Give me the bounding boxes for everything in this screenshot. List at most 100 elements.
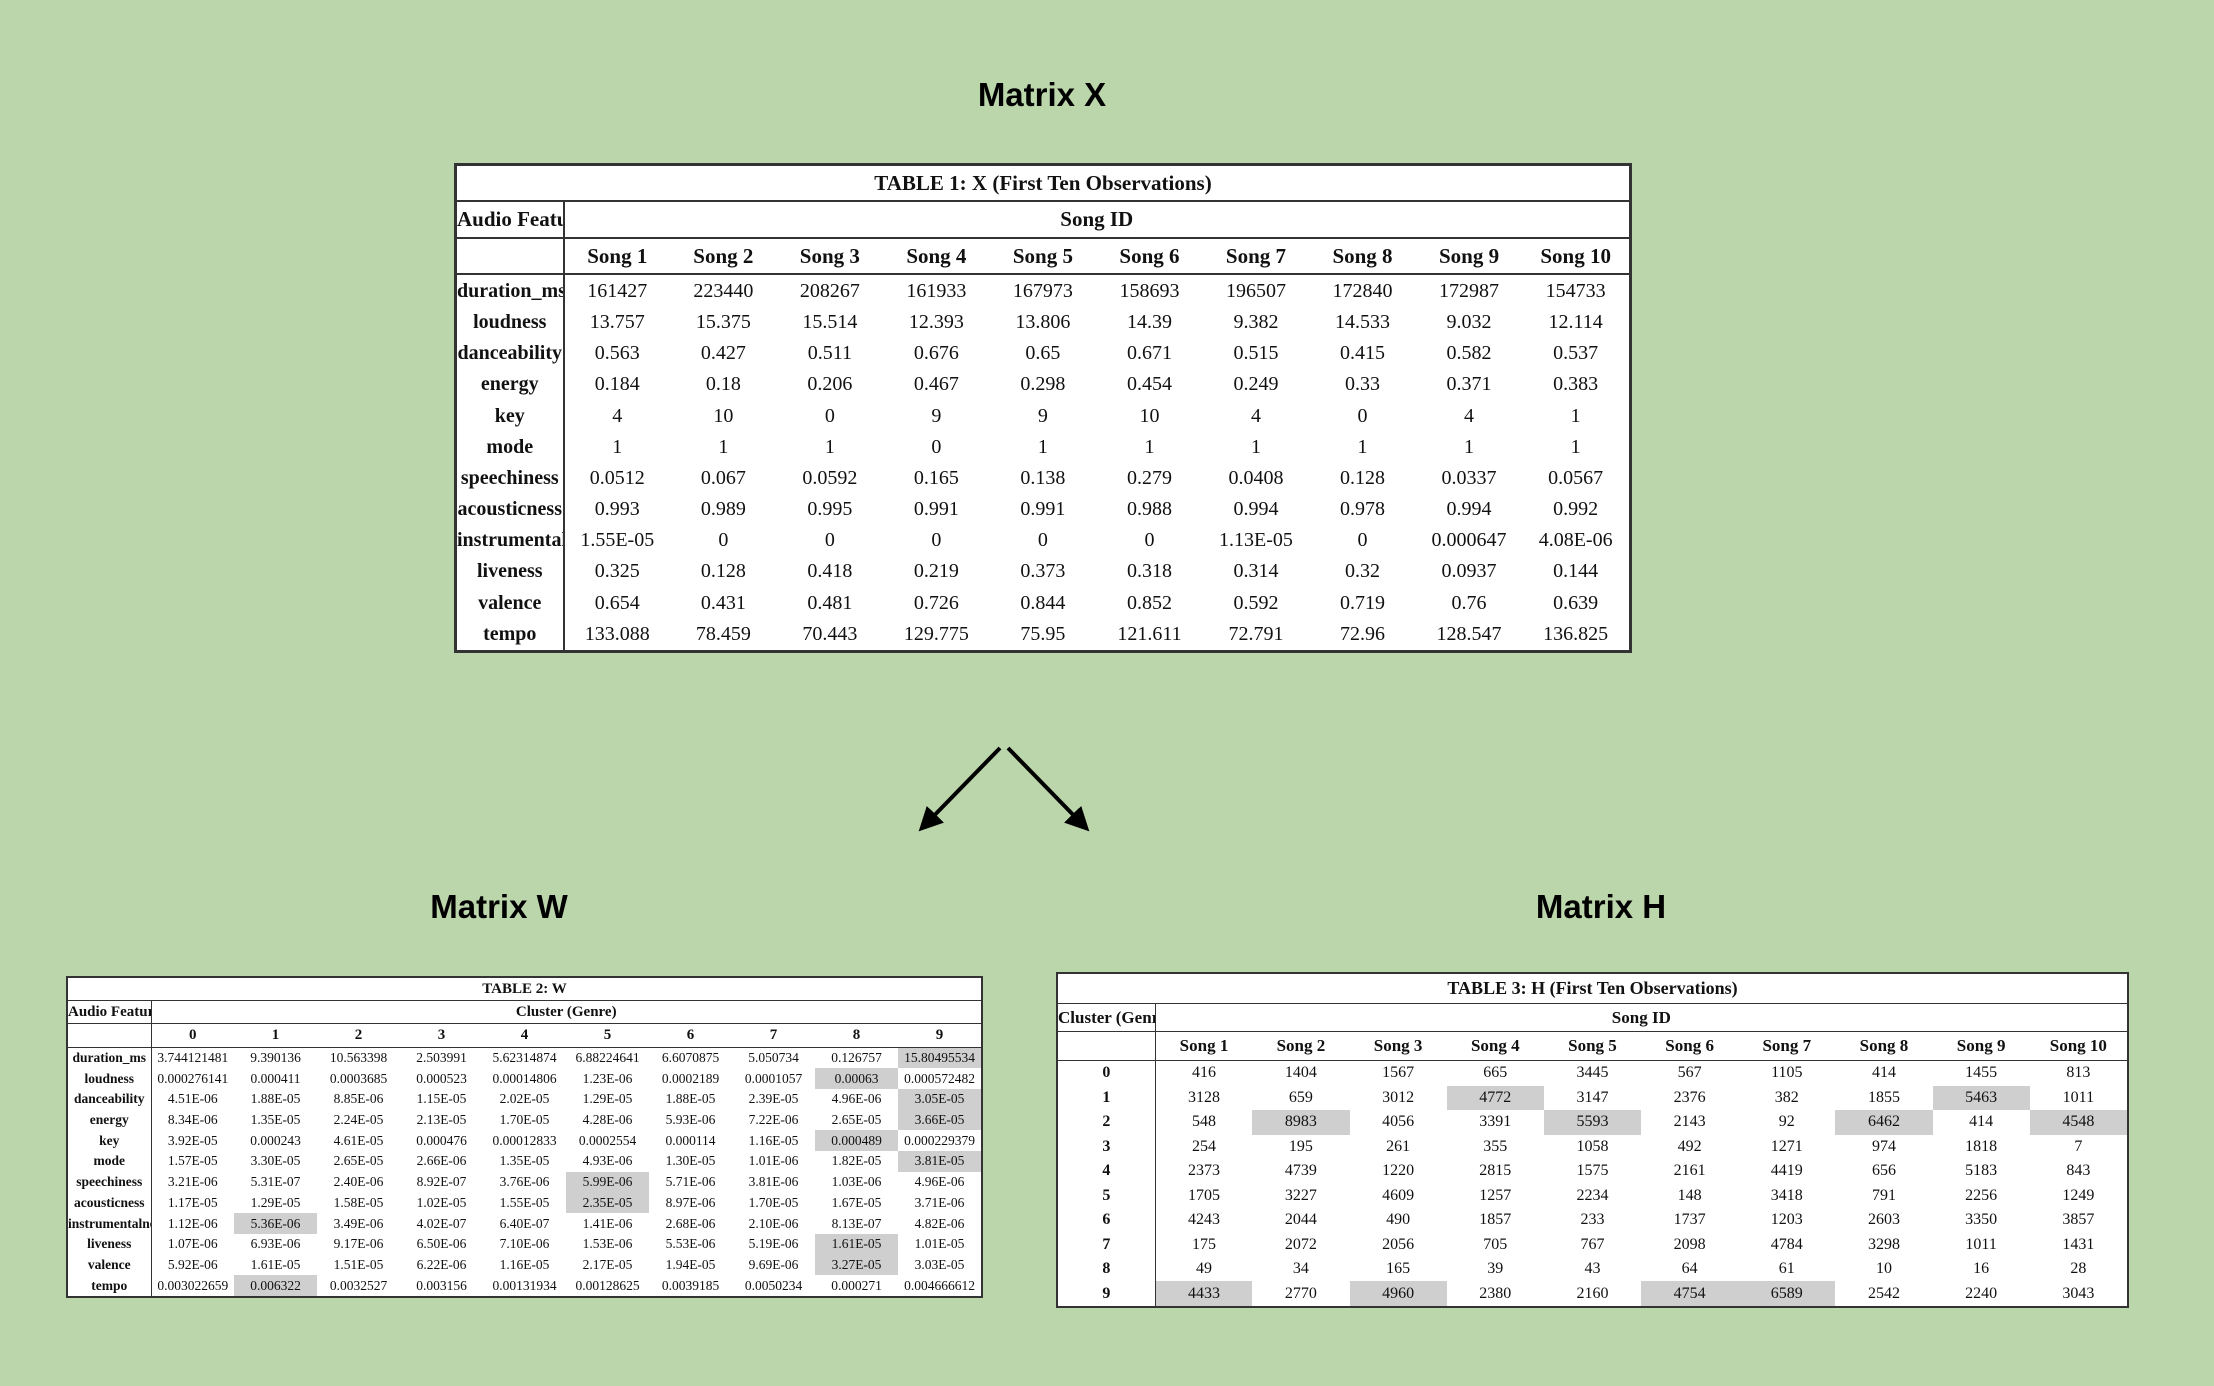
table-cell: 1.02E-05 xyxy=(416,1194,467,1210)
table-cell: 0 xyxy=(1357,404,1368,427)
table-cell: 14.533 xyxy=(1335,311,1391,334)
table-cell: 813 xyxy=(2066,1064,2091,1082)
table-cell: 2.35E-05 xyxy=(566,1192,649,1214)
table-cell: 7.10E-06 xyxy=(499,1236,550,1252)
table-cell: 13.806 xyxy=(1015,311,1071,334)
table-cell: 0.0003685 xyxy=(329,1070,388,1086)
table-cell: 2.02E-05 xyxy=(499,1091,550,1107)
table-cell: 1011 xyxy=(1965,1235,1997,1253)
table-cell: 3.27E-05 xyxy=(815,1254,898,1276)
table-cell: 656 xyxy=(1871,1162,1896,1180)
table-cell: 3012 xyxy=(1382,1088,1415,1106)
row-label: danceability xyxy=(457,338,565,370)
table-cell: 843 xyxy=(2066,1162,2091,1180)
table-cell: 2380 xyxy=(1479,1284,1512,1302)
row-label: mode xyxy=(457,431,565,463)
table-cell: 1404 xyxy=(1284,1064,1317,1082)
table-cell: 1.15E-05 xyxy=(416,1091,467,1107)
table-row: danceability 4.51E-06 1.88E-05 8.85E-06 1.15… xyxy=(68,1089,981,1110)
table-cell: 0.991 xyxy=(1020,498,1066,521)
table-row: mode 1.57E-05 3.30E-05 2.65E-05 2.66E-06 1.35… xyxy=(68,1151,981,1172)
table-cell: 1.35E-05 xyxy=(250,1112,301,1128)
table-cell: 4 xyxy=(1250,404,1261,427)
table-cell: 61 xyxy=(1778,1260,1795,1278)
table-cell: 8.13E-07 xyxy=(831,1215,882,1231)
table-row: danceability 0.563 0.427 0.511 0.676 0.65 0.67… xyxy=(457,338,1629,370)
table-cell: 1.30E-05 xyxy=(665,1153,716,1169)
table-cell: 0.126757 xyxy=(831,1050,882,1066)
table-cell: 0.000411 xyxy=(250,1070,301,1086)
row-label: instrumentalness xyxy=(457,525,565,557)
table-cell: 4433 xyxy=(1155,1281,1253,1306)
table-cell: 0.0337 xyxy=(1441,466,1497,489)
table-cell: 10 xyxy=(1875,1260,1892,1278)
table-cell: 2373 xyxy=(1188,1162,1220,1180)
row-label: 2 xyxy=(1058,1110,1156,1135)
table-cell: 6.88224641 xyxy=(575,1050,640,1066)
table-cell: 4.28E-06 xyxy=(582,1112,633,1128)
table-h: TABLE 3: H (First Ten Observations) Clust… xyxy=(1056,972,2129,1308)
table-cell: 0.844 xyxy=(1020,591,1066,614)
table-cell: 0.000229379 xyxy=(904,1132,975,1148)
table-cell: 9.382 xyxy=(1233,311,1279,334)
table-cell: 8.34E-06 xyxy=(167,1112,218,1128)
table-row: acousticness 1.17E-05 1.29E-05 1.58E-05 1.02… xyxy=(68,1192,981,1214)
table-cell: 10.563398 xyxy=(329,1050,388,1066)
table-cell: 0.000476 xyxy=(416,1132,467,1148)
table-cell: 0.0050234 xyxy=(744,1277,803,1293)
table-cell: 0.639 xyxy=(1553,591,1599,614)
table-cell: 791 xyxy=(1871,1186,1896,1204)
table-cell: 1.16E-05 xyxy=(499,1256,550,1272)
table-cell: 6.22E-06 xyxy=(416,1256,467,1272)
table-cell: 1 xyxy=(1357,435,1368,458)
table-cell: 0.0032527 xyxy=(329,1277,388,1293)
table-cell: 43 xyxy=(1584,1260,1601,1278)
table-cell: 0.592 xyxy=(1233,591,1279,614)
column-header: 2 xyxy=(317,1023,400,1048)
row-label: energy xyxy=(68,1109,152,1131)
table-cell: 0.003022659 xyxy=(157,1277,229,1293)
row-label: acousticness xyxy=(68,1192,152,1214)
table-cell: 490 xyxy=(1386,1211,1411,1229)
table-cell: 1.88E-05 xyxy=(250,1091,301,1107)
column-group-label: Song ID xyxy=(563,201,1629,239)
table-cell: 1.55E-05 xyxy=(580,529,655,552)
table-row: loudness 0.000276141 0.000411 0.0003685 0.00… xyxy=(68,1068,981,1090)
row-label: tempo xyxy=(457,618,565,650)
table-cell: 0.165 xyxy=(913,466,959,489)
table-cell: 0.65 xyxy=(1025,342,1061,365)
column-header: Song 5 xyxy=(1543,1031,1642,1061)
table-row: acousticness 0.993 0.989 0.995 0.991 0.991 0.9… xyxy=(457,493,1629,526)
table-cell: 2044 xyxy=(1284,1211,1317,1229)
table-cell: 2.68E-06 xyxy=(665,1215,716,1231)
table-row: liveness 0.325 0.128 0.418 0.219 0.373 0.318 0.… xyxy=(457,556,1629,588)
table-cell: 0.427 xyxy=(700,342,746,365)
row-label: 0 xyxy=(1058,1060,1156,1086)
column-header: Song 5 xyxy=(989,237,1097,276)
table-cell: 4.93E-06 xyxy=(582,1153,633,1169)
arrow-right xyxy=(1006,746,1090,832)
table-cell: 3298 xyxy=(1867,1235,1900,1253)
matrix-h-heading: Matrix H xyxy=(1535,888,1667,925)
table-cell: 3857 xyxy=(2062,1211,2095,1229)
table-cell: 4.61E-05 xyxy=(333,1132,384,1148)
table-cell: 4784 xyxy=(1770,1235,1803,1253)
table-cell: 0.76 xyxy=(1451,591,1487,614)
table-x: TABLE 1: X (First Ten Observations) Audio… xyxy=(454,163,1632,653)
table-cell: 1.35E-05 xyxy=(499,1153,550,1169)
row-label: instrumentalness xyxy=(68,1213,152,1234)
table-cell: 4.02E-07 xyxy=(416,1215,467,1231)
table-cell: 9.69E-06 xyxy=(748,1256,799,1272)
table-cell: 4739 xyxy=(1284,1162,1317,1180)
row-label: loudness xyxy=(68,1068,152,1090)
table-cell: 0 xyxy=(824,529,835,552)
table-cell: 1818 xyxy=(1965,1137,1998,1155)
table-caption: TABLE 3: H (First Ten Observations) xyxy=(1058,974,2127,1004)
row-header-label: Cluster (Genre) xyxy=(1058,1003,1156,1033)
table-cell: 128.547 xyxy=(1436,622,1502,645)
table-cell: 14.39 xyxy=(1126,311,1172,334)
table-cell: 3.05E-05 xyxy=(898,1089,981,1110)
table-cell: 9.390136 xyxy=(250,1050,301,1066)
table-cell: 49 xyxy=(1196,1260,1212,1278)
table-cell: 12.114 xyxy=(1548,311,1603,334)
